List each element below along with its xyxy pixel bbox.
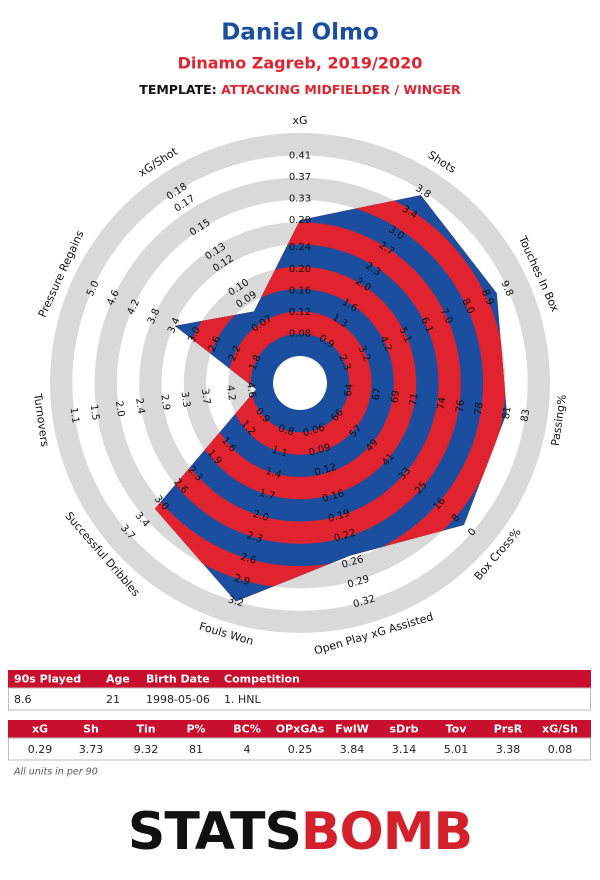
table-cell: 9.32 [134, 743, 159, 756]
tick-label: 2.6 [239, 552, 257, 567]
table-header: Tov [446, 723, 468, 736]
tick-label: 1.1 [271, 445, 289, 460]
tick-label: 71 [408, 392, 421, 406]
table-cell: 3.73 [79, 743, 104, 756]
tick-label: 4.6 [244, 381, 257, 398]
table-header: 90s Played [14, 673, 81, 686]
tick-label: 83 [520, 408, 533, 422]
table-header: PrsR [494, 723, 523, 736]
table-header: Birth Date [146, 673, 210, 686]
tick-label: 0.20 [289, 264, 311, 275]
table-cell: 81 [189, 743, 203, 756]
tick-label: 67 [371, 387, 384, 401]
tick-label: 69 [389, 390, 402, 404]
table-header: BC% [233, 723, 260, 736]
table-cell: 0.29 [28, 743, 53, 756]
tick-label: 0.12 [289, 307, 311, 318]
tick-label: 2.0 [252, 509, 270, 524]
table-header: Tin [136, 723, 155, 736]
tick-label: 3.2 [227, 594, 245, 609]
table-header: sDrb [390, 723, 419, 736]
tick-label: 0.8 [277, 423, 295, 438]
tick-label: 2.0 [113, 400, 126, 417]
note: All units in per 90 [13, 767, 98, 778]
tick-label: 76 [454, 399, 467, 413]
table-header: Competition [224, 673, 300, 686]
table-header-bg [8, 720, 591, 738]
table-cell: 4 [244, 743, 251, 756]
logo: STATSBOMB [128, 802, 472, 862]
table-header: FwlW [335, 723, 369, 736]
table-cell: 3.14 [392, 743, 417, 756]
table-cell: 1. HNL [224, 693, 261, 706]
title: Daniel Olmo [221, 20, 379, 46]
tick-label: 4.2 [224, 384, 237, 401]
table-header: xG/Sh [542, 723, 578, 736]
tick-label: 1.4 [264, 466, 282, 481]
table-header: P% [186, 723, 205, 736]
axis-name: Passing% [549, 394, 569, 447]
center-hole [273, 356, 327, 410]
tick-label: 0.33 [289, 194, 311, 205]
tick-label: 0.37 [289, 172, 311, 183]
table-cell: 8.6 [14, 693, 32, 706]
tick-label: 2.9 [158, 394, 171, 411]
tick-label: 0.08 [289, 329, 311, 340]
table-header-bg [8, 670, 591, 688]
tick-label: 2.9 [233, 573, 251, 588]
tick-label: 78 [473, 402, 486, 416]
tick-label: 1.1 [68, 407, 81, 424]
tick-label: 64 [343, 383, 356, 397]
tick-label: 2.4 [133, 397, 146, 414]
template-label: TEMPLATE: [139, 82, 216, 97]
table-header: Sh [83, 723, 99, 736]
tables: 90s Played Age Birth Date Competition 8.6 21 1… [8, 670, 591, 761]
tick-label: 81 [501, 406, 514, 420]
table-cell: 1998-05-06 [146, 693, 210, 706]
tick-label: 0.41 [289, 150, 311, 161]
tick-label: 74 [436, 396, 449, 410]
tick-label: 1.5 [88, 404, 101, 421]
table-cell: 3.84 [340, 743, 365, 756]
logo-left: STATS [128, 802, 301, 862]
tick-label: 3.3 [179, 391, 192, 408]
table-header: OPxGAs [276, 723, 325, 736]
table-header: xG [32, 723, 48, 736]
table-cell: 21 [106, 693, 120, 706]
tick-label: 3.7 [199, 388, 212, 405]
logo-right: BOMB [301, 802, 472, 862]
tick-label: 1.7 [258, 487, 276, 502]
template: ATTACKING MIDFIELDER / WINGER [221, 82, 461, 97]
table-cell: 0.08 [548, 743, 573, 756]
table-header: Age [106, 673, 130, 686]
tick-label: 0.16 [289, 285, 311, 296]
axis-name: Turnovers [31, 392, 52, 448]
tick-label: 2.3 [245, 530, 263, 545]
table-body [8, 737, 591, 761]
tick-label: 0.24 [289, 242, 311, 253]
table-cell: 3.38 [496, 743, 521, 756]
table-cell: 0.25 [288, 743, 313, 756]
table-cell: 5.01 [444, 743, 469, 756]
tick-label: 0.29 [289, 215, 311, 226]
subtitle: Dinamo Zagreb, 2019/2020 [178, 54, 423, 73]
table-body [8, 687, 591, 711]
template-line: TEMPLATE: ATTACKING MIDFIELDER / WINGER [139, 82, 461, 97]
axis-name: xG [292, 114, 307, 127]
